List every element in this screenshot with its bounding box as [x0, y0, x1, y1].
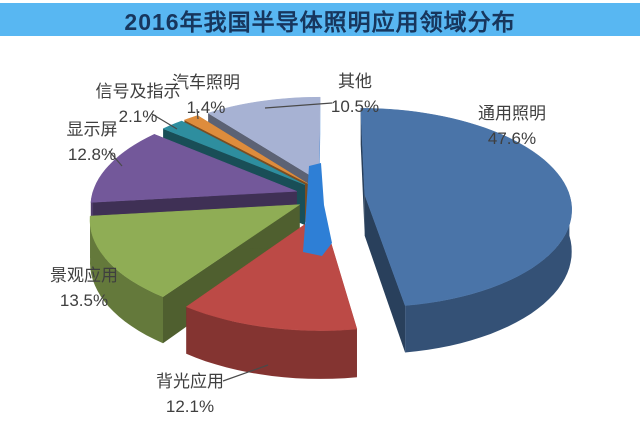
leader-line-signal-indication — [151, 113, 178, 130]
pie-slice-other-top — [207, 96, 321, 182]
pie-slice-general-lighting — [360, 108, 572, 353]
title-bar: 2016年我国半导体照明应用领域分布 — [0, 3, 640, 36]
leader-line-other — [264, 102, 333, 109]
pie-slice-general-lighting-top — [360, 108, 572, 306]
pie-slice-automotive-lighting-top — [183, 115, 308, 184]
leader-line-backlight — [222, 364, 269, 382]
pie-slice-general-lighting-face-end — [364, 194, 406, 353]
pie-slice-general-lighting-face-start — [360, 108, 365, 236]
chart-title: 2016年我国半导体照明应用领域分布 — [124, 8, 516, 35]
pie-slice-landscape-wall — [90, 216, 163, 344]
leader-line-automotive-lighting — [196, 108, 199, 120]
pie-slice-display-screen-top — [90, 134, 297, 203]
center-highlight-face — [303, 163, 332, 256]
pie-slice-general-lighting-wall — [405, 194, 572, 353]
leader-line-display-screen — [108, 150, 123, 167]
pie-slice-signal-indication-top — [162, 120, 306, 185]
pie-slice-landscape-top — [89, 204, 301, 298]
pie-slice-backlight-wall — [186, 306, 357, 379]
